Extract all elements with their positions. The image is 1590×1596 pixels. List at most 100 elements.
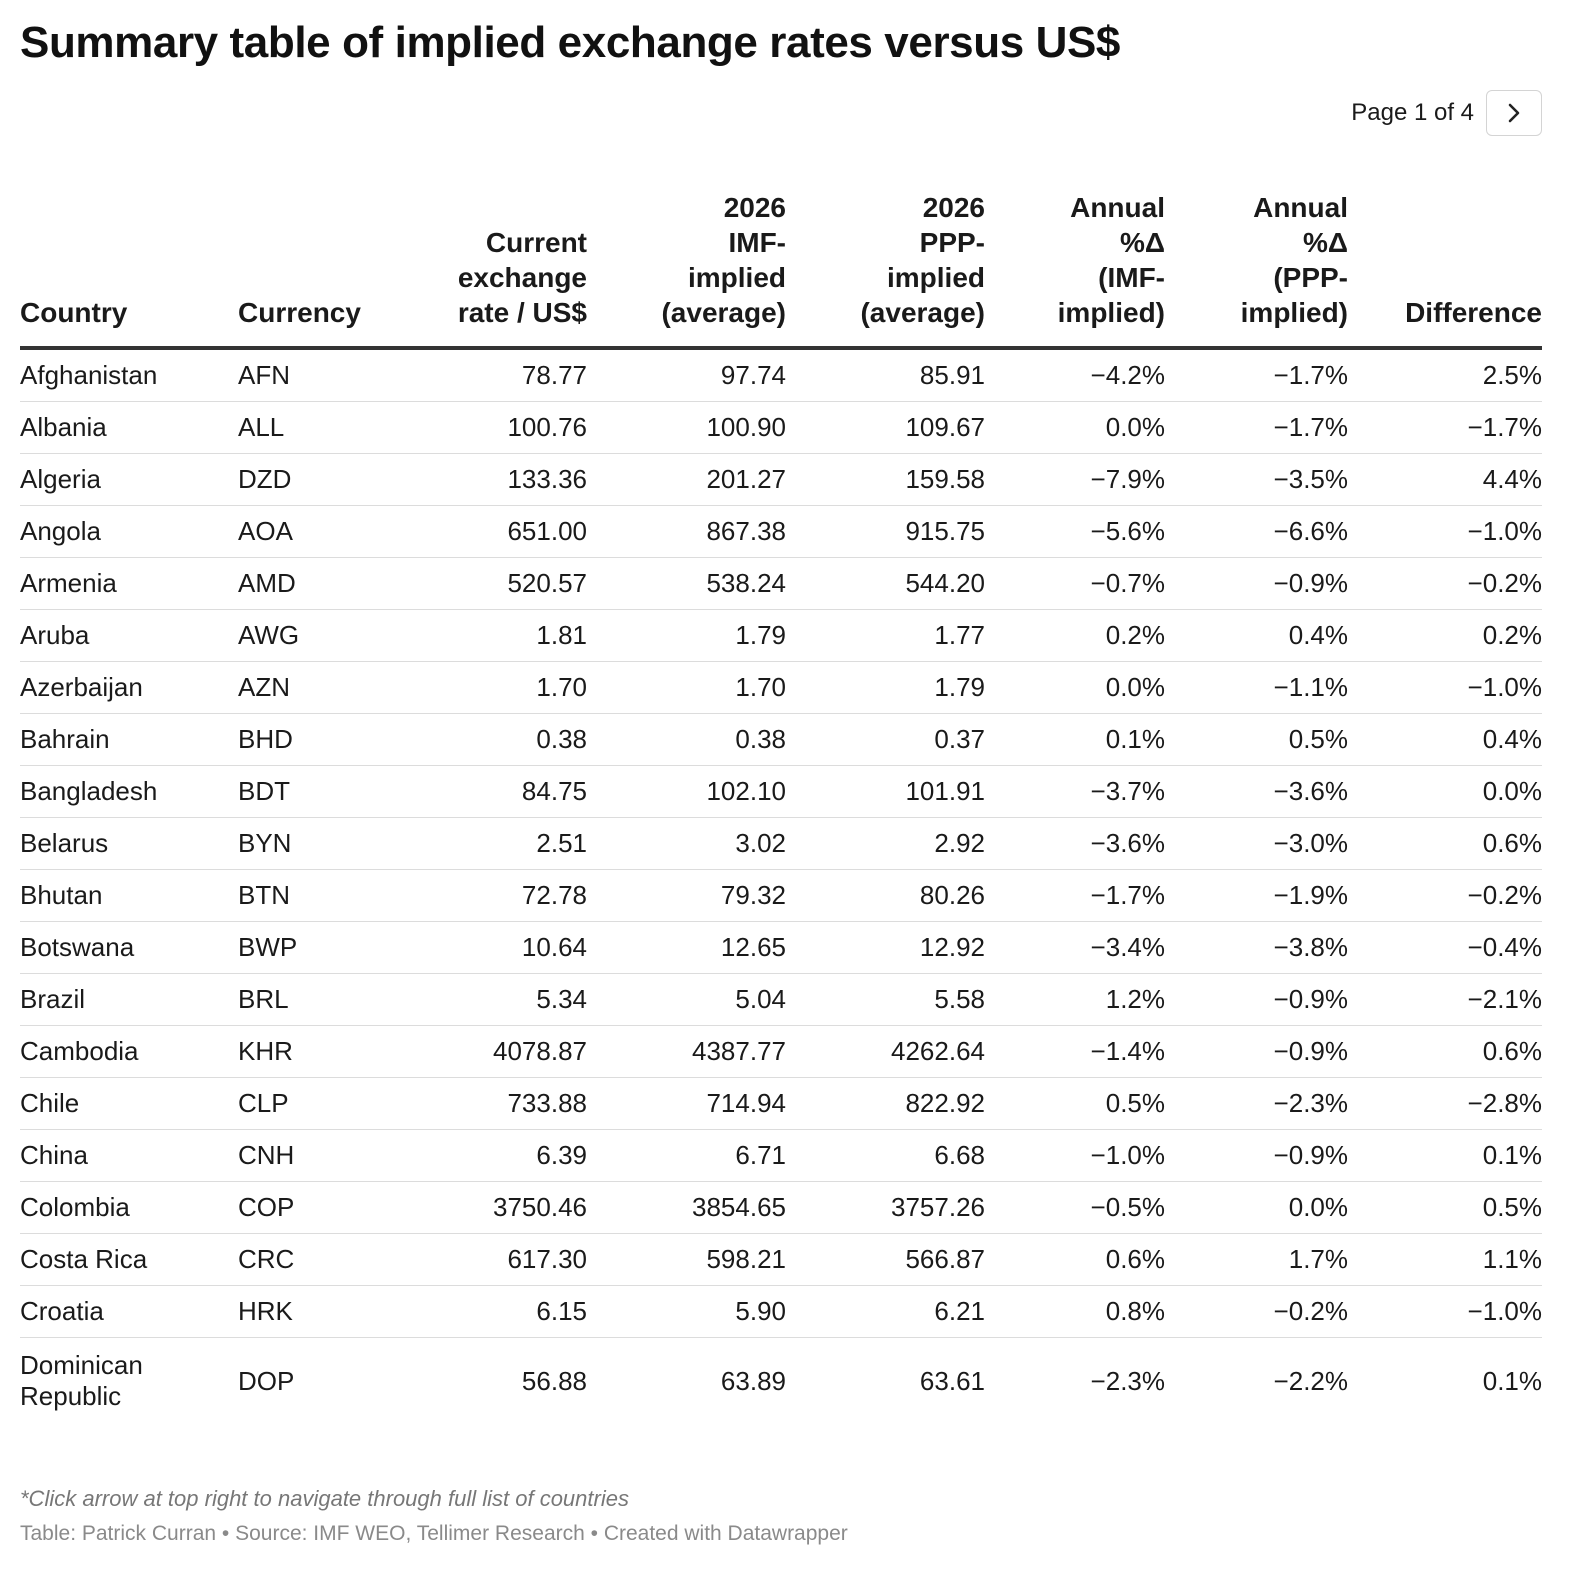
table-cell: 0.5%	[1165, 713, 1348, 766]
table-cell: Belarus	[20, 817, 238, 870]
navigation-note: *Click arrow at top right to navigate th…	[20, 1486, 629, 1511]
table-cell: 100.76	[378, 401, 587, 454]
column-header-line: PPP-	[919, 227, 985, 258]
table-cell: −3.0%	[1165, 817, 1348, 870]
table-row: China CNH 6.39 6.71 6.68 −1.0% −0.9% 0.1%	[20, 1129, 1542, 1182]
column-header: 2026 IMF-implied (average)	[587, 190, 786, 350]
column-header-line: rate / US$	[457, 297, 587, 328]
table-cell: 100.90	[587, 401, 786, 454]
table-cell: −1.0%	[1348, 1285, 1542, 1338]
table-cell: 79.32	[587, 869, 786, 922]
table-row: Botswana BWP 10.64 12.65 12.92 −3.4% −3.8% −0.4…	[20, 921, 1542, 974]
table-cell: HRK	[238, 1285, 378, 1338]
table-cell: COP	[238, 1181, 378, 1234]
table-cell: −0.9%	[1165, 973, 1348, 1026]
table-cell: −1.0%	[985, 1129, 1165, 1182]
table-cell: −1.4%	[985, 1025, 1165, 1078]
table-row: Aruba AWG 1.81 1.79 1.77 0.2% 0.4% 0.2%	[20, 609, 1542, 662]
table-body: Afghanistan AFN 78.77 97.74 85.91 −4.2% −1.7% 2…	[20, 348, 1542, 1422]
column-header-line: Difference	[1405, 297, 1542, 328]
table-cell: 5.58	[786, 973, 985, 1026]
table-cell: −3.7%	[985, 765, 1165, 818]
table-row: Belarus BYN 2.51 3.02 2.92 −3.6% −3.0% 0.6%	[20, 817, 1542, 870]
table-cell: 566.87	[786, 1233, 985, 1286]
table-cell: Colombia	[20, 1181, 238, 1234]
table-row: Azerbaijan AZN 1.70 1.70 1.79 0.0% −1.1% −1.0%	[20, 661, 1542, 714]
table-cell: 109.67	[786, 401, 985, 454]
table-cell: −2.3%	[1165, 1077, 1348, 1130]
table-cell: 0.38	[378, 713, 587, 766]
table-cell: 63.61	[919, 1365, 985, 1396]
table-row: Afghanistan AFN 78.77 97.74 85.91 −4.2% −1.7% 2…	[20, 348, 1542, 402]
table-cell: AMD	[238, 557, 378, 610]
table-cell: 867.38	[587, 505, 786, 558]
table-cell: 1.77	[786, 609, 985, 662]
table-cell: 2.51	[378, 817, 587, 870]
table-cell: 0.2%	[985, 609, 1165, 662]
table-cell: CLP	[238, 1077, 378, 1130]
table-cell: 0.8%	[985, 1285, 1165, 1338]
table-cell: 0.0%	[1348, 765, 1542, 818]
table-cell: 1.2%	[985, 973, 1165, 1026]
column-header: Currency	[238, 190, 378, 350]
column-header-line: (average)	[661, 297, 786, 328]
table-cell: Albania	[20, 401, 238, 454]
page-title: Summary table of implied exchange rates …	[20, 18, 1121, 67]
table-cell: 1.79	[786, 661, 985, 714]
table-cell: −4.2%	[985, 348, 1165, 402]
table-cell: 4078.87	[378, 1025, 587, 1078]
table-cell: −1.7%	[1165, 348, 1348, 402]
column-header-line: (average)	[860, 297, 985, 328]
column-header: Country	[20, 190, 238, 350]
table-cell: −2.8%	[1348, 1077, 1542, 1130]
table-cell: 0.5%	[1348, 1181, 1542, 1234]
table-cell: 617.30	[378, 1233, 587, 1286]
table-cell: 544.20	[786, 557, 985, 610]
next-page-button[interactable]	[1486, 90, 1542, 136]
column-header-line: Annual	[1253, 192, 1348, 223]
column-header-line: %Δ	[1302, 227, 1348, 258]
table-cell: −1.7%	[985, 869, 1165, 922]
table-cell: Bangladesh	[20, 765, 238, 818]
table-cell: −1.0%	[1348, 661, 1542, 714]
table-cell: −6.6%	[1165, 505, 1348, 558]
table-cell: −2.2%	[1273, 1365, 1348, 1396]
table-cell: 0.0%	[985, 661, 1165, 714]
table-cell: 4387.77	[587, 1025, 786, 1078]
pagination: Page 1 of 4	[1351, 90, 1542, 136]
table-cell: DZD	[238, 453, 378, 506]
column-header-line: Annual	[1070, 192, 1165, 223]
table-cell: −3.6%	[985, 817, 1165, 870]
table-cell: 78.77	[378, 348, 587, 402]
table-row: Bahrain BHD 0.38 0.38 0.37 0.1% 0.5% 0.4%	[20, 713, 1542, 766]
table-cell: 1.7%	[1165, 1233, 1348, 1286]
table-row: Armenia AMD 520.57 538.24 544.20 −0.7% −0.9% −0…	[20, 557, 1542, 610]
table-cell: 201.27	[587, 453, 786, 506]
table-cell: 6.15	[378, 1285, 587, 1338]
table-cell: 0.6%	[1348, 817, 1542, 870]
table-cell: 72.78	[378, 869, 587, 922]
table-cell: 63.89	[720, 1365, 786, 1396]
table-cell: 12.92	[786, 921, 985, 974]
table-cell: −0.4%	[1348, 921, 1542, 974]
table-cell: −1.7%	[1348, 401, 1542, 454]
table-cell: 85.91	[786, 348, 985, 402]
table-row: Costa Rica CRC 617.30 598.21 566.87 0.6% 1.7% 1…	[20, 1233, 1542, 1286]
table-cell: −3.5%	[1165, 453, 1348, 506]
column-header-line: exchange	[457, 262, 587, 293]
table-cell: 915.75	[786, 505, 985, 558]
table-cell: 2.92	[786, 817, 985, 870]
table-cell: China	[20, 1129, 238, 1182]
table-cell: 733.88	[378, 1077, 587, 1130]
table-cell: 0.0%	[1165, 1181, 1348, 1234]
table-cell: Bahrain	[20, 713, 238, 766]
column-header-line: (IMF-	[1098, 262, 1165, 293]
table-cell: 6.71	[587, 1129, 786, 1182]
table-cell: Armenia	[20, 557, 238, 610]
table-row: Dominican Republic DOP 56.88 63.89 63.61 −2.3…	[20, 1338, 1542, 1423]
table-cell: 3750.46	[378, 1181, 587, 1234]
table-cell: 56.88	[521, 1365, 587, 1396]
table-cell: Algeria	[20, 453, 238, 506]
table-cell: 97.74	[587, 348, 786, 402]
column-header-line: 2026	[723, 192, 786, 223]
